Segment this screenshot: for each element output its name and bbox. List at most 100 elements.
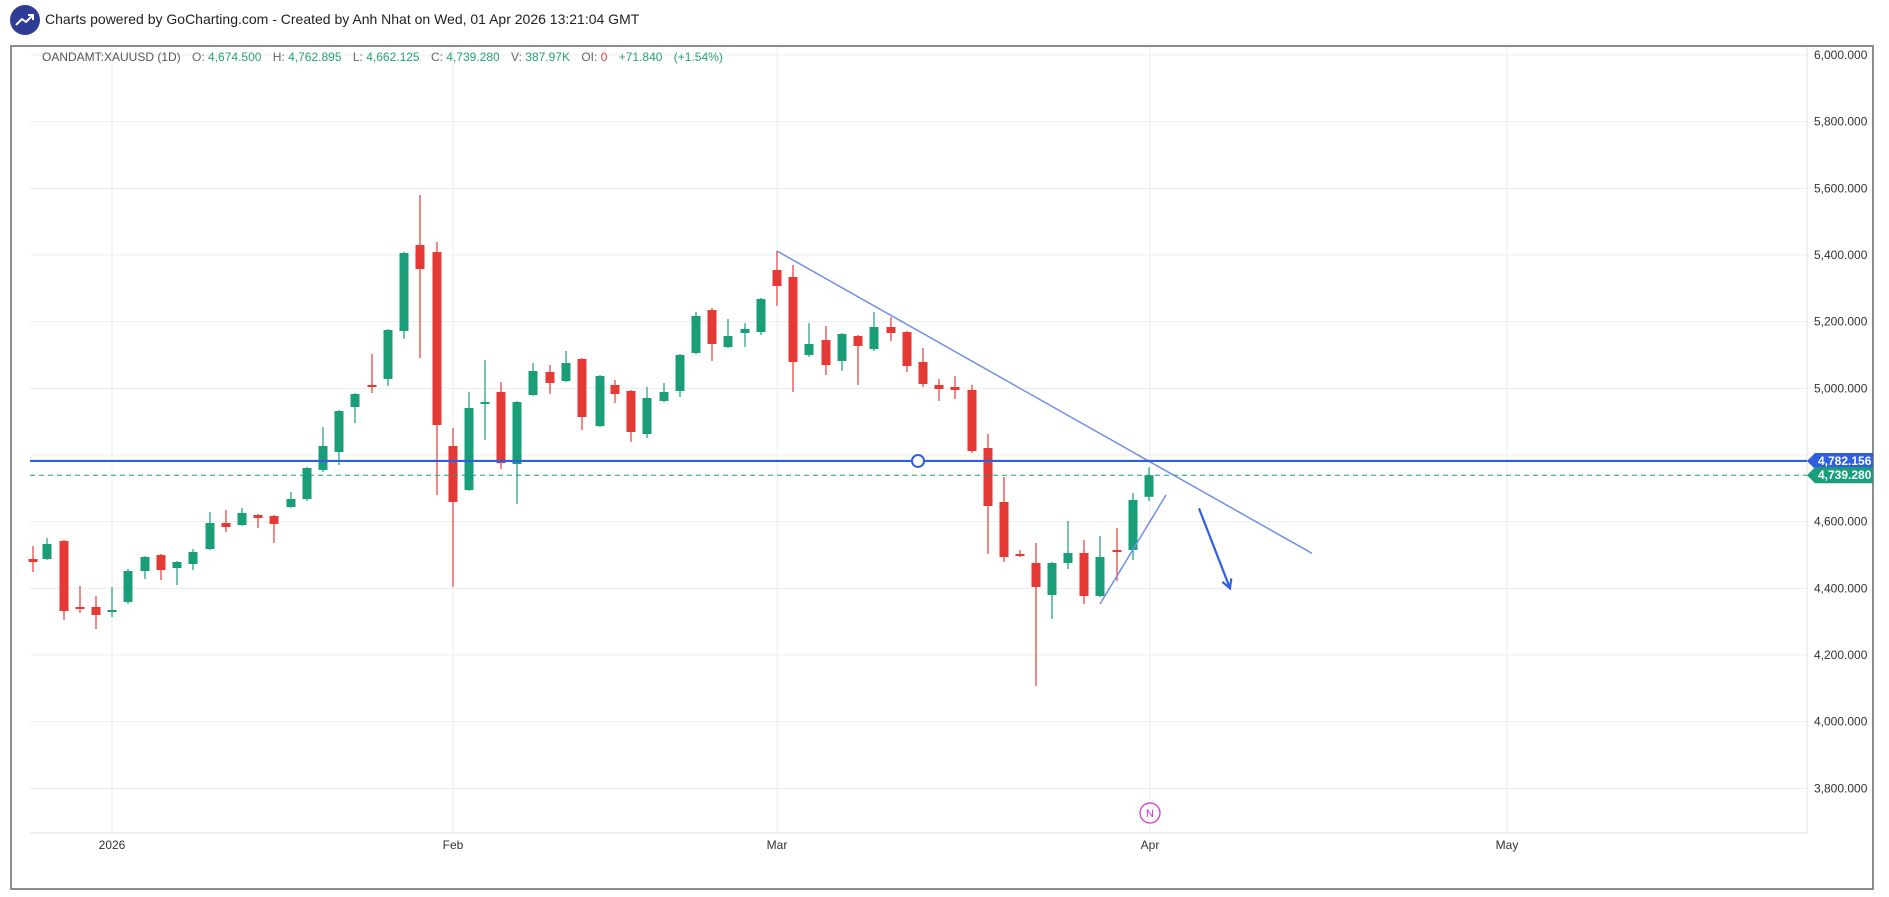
x-tick-label: 2026 [99, 838, 126, 852]
y-tick-label: 4,200.000 [1814, 648, 1868, 662]
candle-body [334, 411, 344, 452]
candle-body [205, 523, 215, 549]
news-marker-icon[interactable] [1139, 802, 1161, 824]
candle-body [269, 516, 279, 524]
symbol-label: OANDAMT:XAUUSD (1D) [42, 50, 181, 64]
candle [1079, 540, 1089, 604]
candle [399, 252, 409, 339]
candle-body [902, 332, 912, 366]
candle-body [804, 344, 814, 355]
candle [140, 556, 150, 579]
candle-body [1031, 563, 1041, 587]
candle [869, 312, 879, 351]
candle [853, 335, 863, 385]
candle-body [59, 541, 69, 611]
candle-body [1015, 554, 1025, 556]
candle [577, 358, 587, 430]
candle-body [788, 277, 798, 362]
y-tick-label: 5,800.000 [1814, 115, 1868, 129]
candle [383, 329, 393, 386]
candle-body [302, 468, 312, 499]
price-axis[interactable]: 6,000.000 5,800.000 5,600.000 5,400.000 5,20… [1814, 48, 1868, 795]
candle-body [496, 392, 506, 463]
candle [659, 383, 669, 402]
y-tick-label: 4,600.000 [1814, 515, 1868, 529]
trending-up-icon [15, 14, 34, 26]
candle [626, 390, 636, 442]
candle-body [577, 359, 587, 417]
candle [350, 393, 360, 423]
candle-body [512, 402, 522, 464]
high-value: 4,762.895 [288, 50, 342, 64]
arrow-down-icon[interactable] [1221, 578, 1233, 591]
candle [107, 587, 117, 617]
trendline[interactable] [1099, 494, 1167, 605]
ohlc-legend: OANDAMT:XAUUSD (1D) O: 4,674.500 H: 4,76… [42, 50, 723, 64]
candle [918, 348, 928, 387]
news-marker-label: N [1146, 808, 1154, 820]
candle-body [595, 376, 605, 426]
arrow-shaft[interactable] [1197, 507, 1232, 589]
trendline[interactable] [776, 250, 1313, 554]
candle-body [42, 544, 52, 559]
time-axis[interactable]: 2026 Feb Mar Apr May [99, 838, 1519, 852]
candle-body [350, 394, 360, 407]
candle [756, 298, 766, 335]
candle-body [253, 515, 263, 518]
candle-body [772, 270, 782, 286]
candle [528, 363, 538, 396]
candle-body [1128, 500, 1138, 550]
high-label: H: [272, 50, 285, 64]
candle [1015, 550, 1025, 557]
candle-body [723, 336, 733, 347]
candle [253, 514, 263, 528]
candle [59, 540, 69, 620]
candle [837, 333, 847, 371]
candle [707, 308, 717, 361]
line-handle[interactable] [911, 453, 925, 468]
candle [1095, 536, 1105, 597]
candle-body [740, 329, 750, 333]
oi-value: 0 [600, 50, 608, 64]
candle [967, 385, 977, 453]
x-tick-label: Mar [767, 838, 788, 852]
candle [999, 477, 1009, 562]
last-price-tag [1807, 467, 1873, 484]
candle-body [821, 340, 831, 365]
candle [334, 410, 344, 465]
candle [561, 351, 571, 382]
candle [1063, 521, 1073, 569]
candle [269, 515, 279, 543]
candle-body [140, 557, 150, 571]
change-value: +71.840 [618, 50, 663, 64]
candle-body [934, 385, 944, 389]
gocharting-logo[interactable] [10, 5, 40, 35]
candle [42, 538, 52, 560]
candle-body [918, 362, 928, 384]
candle-body [659, 392, 669, 401]
volume-value: 387.97K [525, 50, 570, 64]
candle [642, 387, 652, 438]
candle-body [28, 559, 38, 562]
candle-body [837, 334, 847, 361]
candle [772, 251, 782, 306]
candle-body [318, 446, 328, 470]
y-tick-label: 5,000.000 [1814, 381, 1868, 395]
candle-body [464, 408, 474, 490]
drawing-annotations[interactable]: N [30, 250, 1807, 824]
candle-body [172, 562, 182, 568]
hline-price-tag [1807, 452, 1873, 469]
candle [804, 323, 814, 357]
candle [545, 365, 555, 394]
candle-body [448, 446, 458, 502]
close-value: 4,739.280 [446, 50, 500, 64]
x-tick-label: Feb [443, 838, 464, 852]
candle [595, 375, 605, 427]
low-value: 4,662.125 [366, 50, 420, 64]
candle-body [156, 555, 166, 570]
candle-body [123, 571, 133, 602]
candle [415, 195, 425, 358]
candle [464, 392, 474, 491]
open-value: 4,674.500 [208, 50, 262, 64]
